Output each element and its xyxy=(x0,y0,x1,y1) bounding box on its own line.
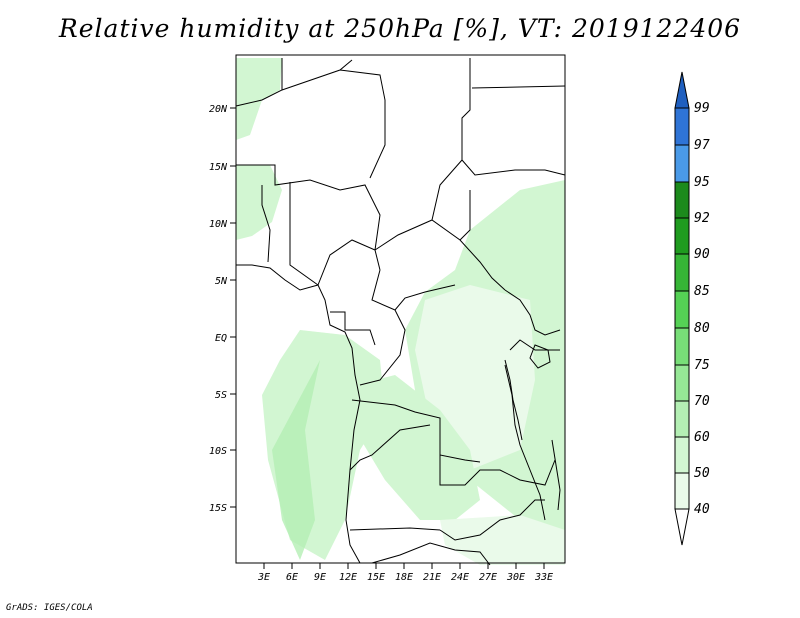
lake-malawi xyxy=(551,439,561,511)
humidity-region-congo-basin xyxy=(355,375,480,520)
lon-tick-label: 9E xyxy=(314,572,326,583)
lat-tick-label: 20N xyxy=(209,104,228,115)
lat-tick-label: 10N xyxy=(209,219,228,230)
humidity-region-offshore xyxy=(272,360,320,560)
lon-tick-label: 33E xyxy=(534,572,553,583)
colorbar-label: 75 xyxy=(694,358,710,373)
border-angola-south xyxy=(349,424,441,531)
lon-tick-label: 12E xyxy=(339,572,357,583)
colorbar-box xyxy=(674,436,690,474)
lat-tick-label: 5N xyxy=(215,276,228,287)
colorbar-bottom-arrow xyxy=(674,508,690,546)
border-sudan xyxy=(459,159,566,241)
colorbar-box xyxy=(674,364,690,402)
colorbar-label: 80 xyxy=(694,321,710,336)
lon-tick-label: 6E xyxy=(286,572,298,583)
colorbar-box xyxy=(674,217,690,255)
lat-axis: 20N 15N 10N 5N EQ 5S 10S 15S xyxy=(209,104,236,514)
border-car xyxy=(371,269,456,311)
colorbar-box xyxy=(674,181,690,219)
colorbar-label: 99 xyxy=(694,101,710,116)
humidity-region-gulf-guinea xyxy=(236,165,282,240)
chart-title: Relative humidity at 250hPa [%], VT: 201… xyxy=(58,14,742,43)
lake-tanganyika xyxy=(504,359,523,441)
coastline-west xyxy=(236,264,361,564)
lat-tick-label: 15N xyxy=(209,162,228,173)
border-congo-drc xyxy=(359,309,406,386)
lon-tick-label: 3E xyxy=(257,572,270,583)
lake-victoria xyxy=(529,344,551,369)
colorbar-label: 85 xyxy=(694,284,710,299)
colorbar-box xyxy=(674,327,690,366)
map-frame xyxy=(235,54,566,564)
border-north-2 xyxy=(281,59,386,179)
lon-axis: 3E 6E 9E 12E 15E 18E 21E 24E 27E 30E 33E xyxy=(257,563,553,583)
lat-tick-label: 10S xyxy=(209,446,227,457)
colorbar-box xyxy=(674,400,690,438)
colorbar-box xyxy=(674,144,690,183)
colorbar-box xyxy=(674,290,690,329)
border-nigeria xyxy=(261,182,381,286)
colorbar-label: 50 xyxy=(694,466,710,481)
lon-tick-label: 27E xyxy=(479,572,497,583)
border-zambia xyxy=(439,455,556,486)
colorbar-label: 97 xyxy=(694,138,710,153)
lat-tick-label: EQ xyxy=(215,333,227,344)
credit-label: GrADS: IGES/COLA xyxy=(6,603,93,613)
colorbar-box xyxy=(674,472,690,510)
border-south xyxy=(439,499,545,541)
colorbar-label: 92 xyxy=(694,211,710,226)
colorbar-box xyxy=(674,253,690,292)
lat-tick-label: 5S xyxy=(215,390,227,401)
border-gabon xyxy=(330,311,376,346)
lon-tick-label: 24E xyxy=(451,572,469,583)
lat-tick-label: 15S xyxy=(209,503,227,514)
humidity-shading xyxy=(236,58,565,565)
country-borders xyxy=(235,58,566,566)
colorbar-label: 70 xyxy=(694,394,710,409)
border-ne xyxy=(471,85,566,89)
lon-tick-label: 15E xyxy=(367,572,385,583)
border-sahel xyxy=(236,164,381,251)
border-southwest xyxy=(371,542,491,566)
colorbar-top-arrow xyxy=(674,71,690,109)
lon-tick-label: 18E xyxy=(395,572,413,583)
colorbar-label: 60 xyxy=(694,430,710,445)
lon-tick-label: 21E xyxy=(423,572,441,583)
colorbar-label: 90 xyxy=(694,247,710,262)
lon-tick-label: 30E xyxy=(506,572,525,583)
colorbar-label: 95 xyxy=(694,175,710,190)
colorbar-label: 40 xyxy=(694,502,710,517)
colorbar-box xyxy=(674,107,690,146)
border-north-3 xyxy=(431,58,471,221)
border-north-1 xyxy=(235,58,283,107)
humidity-region-sahel-west xyxy=(236,58,282,140)
colorbar: 40 50 60 70 75 80 85 90 92 95 97 99 xyxy=(674,71,710,546)
humidity-region-southeast xyxy=(440,515,565,565)
border-angola xyxy=(351,399,481,463)
